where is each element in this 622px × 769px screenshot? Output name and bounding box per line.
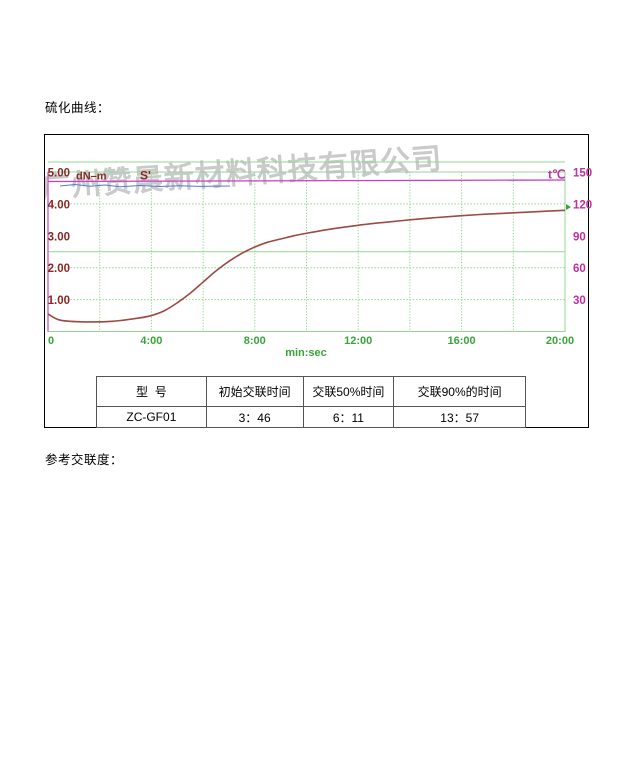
svg-text:8:00: 8:00 bbox=[244, 335, 266, 347]
svg-text:150: 150 bbox=[573, 168, 592, 180]
svg-text:60: 60 bbox=[573, 263, 586, 275]
svg-text:0: 0 bbox=[48, 335, 54, 347]
svg-text:30: 30 bbox=[573, 295, 586, 307]
svg-text:5.00: 5.00 bbox=[48, 168, 70, 180]
svg-text:4:00: 4:00 bbox=[140, 335, 162, 347]
svg-text:12:00: 12:00 bbox=[344, 335, 372, 347]
svg-text:S': S' bbox=[140, 169, 151, 183]
svg-text:120: 120 bbox=[573, 199, 592, 211]
svg-text:16:00: 16:00 bbox=[448, 335, 476, 347]
svg-text:min:sec: min:sec bbox=[285, 347, 327, 359]
svg-text:1.00: 1.00 bbox=[48, 295, 70, 307]
svg-text:3.00: 3.00 bbox=[48, 231, 70, 243]
svg-text:90: 90 bbox=[573, 231, 586, 243]
svg-text:2.00: 2.00 bbox=[48, 263, 70, 275]
svg-text:4.00: 4.00 bbox=[48, 199, 70, 211]
svg-text:20:00: 20:00 bbox=[546, 335, 574, 347]
